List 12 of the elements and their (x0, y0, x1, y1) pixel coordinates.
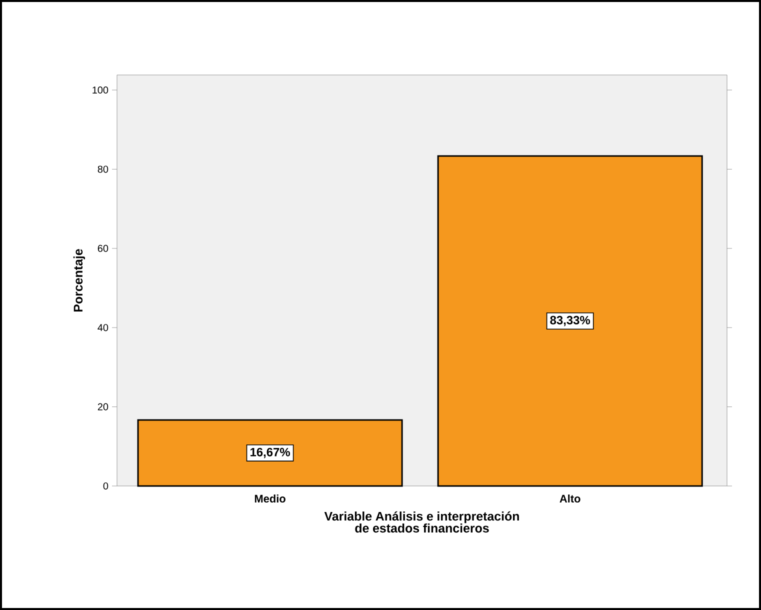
x-tick-label: Medio (254, 494, 286, 503)
data-label: 83,33% (550, 316, 590, 326)
y-axis-title: Porcentaje (73, 249, 86, 312)
y-tick-label: 20 (98, 403, 108, 410)
y-tick-label: 0 (103, 482, 108, 490)
x-tick-label: Alto (560, 494, 580, 503)
y-tick-label: 80 (98, 166, 108, 173)
y-tick-label: 60 (98, 244, 108, 252)
x-axis-title: Variable Análisis e interpretación de estados financieros (324, 511, 519, 533)
y-tick-label: 40 (98, 324, 108, 332)
y-tick-label: 100 (92, 86, 108, 94)
data-label: 16,67% (250, 448, 290, 458)
